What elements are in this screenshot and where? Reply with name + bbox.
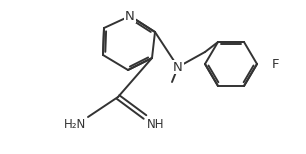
Text: NH: NH xyxy=(147,118,165,131)
Text: N: N xyxy=(125,10,135,22)
Text: H₂N: H₂N xyxy=(64,118,86,131)
Text: F: F xyxy=(272,57,279,71)
Text: N: N xyxy=(173,61,183,73)
